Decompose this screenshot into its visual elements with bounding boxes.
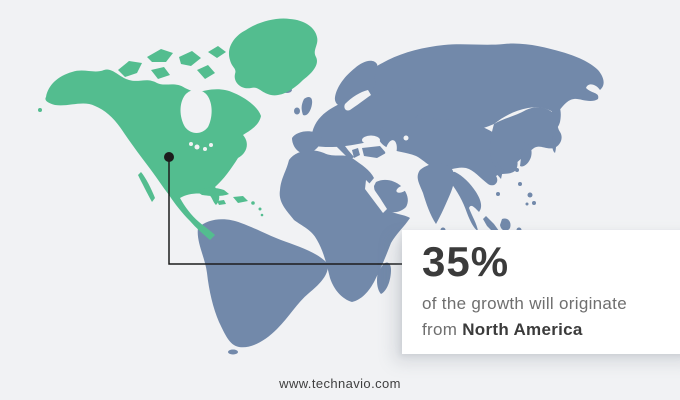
landmass-puerto-rico <box>251 201 255 205</box>
callout-line1: of the growth will originate <box>422 294 627 314</box>
water-black-sea <box>362 135 380 145</box>
landmass-turkey <box>362 146 386 158</box>
water-great-lake-1 <box>194 144 200 150</box>
footer-url: www.technavio.com <box>279 376 401 391</box>
landmass-philippines-3 <box>525 202 529 206</box>
landmass-philippines-1 <box>527 192 533 198</box>
landmass-indochina <box>450 171 482 231</box>
landmass-europe <box>310 87 422 148</box>
landmass-greece <box>352 148 360 158</box>
landmass-japan <box>520 142 532 167</box>
landmass-jamaica <box>217 200 226 205</box>
stat-value: 35% <box>422 238 510 285</box>
landmass-philippines-2 <box>532 201 536 205</box>
landmass-aleutian <box>38 108 42 112</box>
landmass-north-america-mainland <box>45 69 262 240</box>
landmass-cuba <box>196 187 229 196</box>
landmass-ireland <box>294 107 300 115</box>
landmass-arctic-island-3 <box>179 51 201 66</box>
landmass-south-america <box>197 219 328 348</box>
marker-dot <box>164 152 174 162</box>
landmass-arctic-island-5 <box>197 65 215 79</box>
water-persian-gulf <box>396 185 408 193</box>
landmass-arctic-island-4 <box>151 67 170 79</box>
region-north-america <box>38 18 318 240</box>
callout-card: 35% of the growth will originate from No… <box>402 230 680 354</box>
landmass-hainan <box>496 192 500 196</box>
landmass-hispaniola <box>233 196 248 203</box>
landmass-scandinavia <box>334 60 378 106</box>
landmass-sicily <box>347 158 351 162</box>
landmass-arctic-island-2 <box>147 49 173 62</box>
water-great-lake-2 <box>203 147 207 151</box>
landmass-east-asia <box>489 107 562 170</box>
water-hudson-bay <box>180 89 212 133</box>
water-overlays <box>180 89 409 213</box>
landmass-taiwan <box>518 182 522 186</box>
landmass-sakhalin <box>551 136 557 153</box>
water-baltic-sea <box>344 90 371 111</box>
landmass-uk <box>301 96 313 116</box>
landmass-sumatra <box>483 216 499 234</box>
landmass-iberia <box>292 131 322 154</box>
landmass-korea <box>495 162 503 179</box>
landmass-greenland <box>228 18 318 96</box>
callout-description: of the growth will originate from North … <box>422 291 680 342</box>
landmass-antilles-2 <box>260 213 264 217</box>
landmass-arctic-island-1 <box>118 61 142 77</box>
callout-leader <box>164 152 402 265</box>
region-rest-of-world <box>197 43 604 355</box>
landmass-india <box>417 163 455 224</box>
landmass-kamchatka <box>551 100 561 130</box>
callout-region-name: North America <box>462 319 583 339</box>
landmass-tierra-del-fuego <box>228 349 238 355</box>
leader-line <box>168 157 402 265</box>
landmass-central-asia <box>378 117 518 186</box>
water-great-lake-4 <box>189 142 193 146</box>
water-great-lake-3 <box>209 143 213 147</box>
callout-line2-prefix: from <box>422 319 463 339</box>
water-aral-sea <box>403 135 409 141</box>
water-caspian-sea <box>385 140 397 162</box>
landmass-japan-south <box>515 168 519 172</box>
landmass-borneo <box>500 218 511 231</box>
water-red-sea <box>365 180 387 213</box>
landmass-arctic-island-6 <box>208 46 226 58</box>
landmass-baja-california <box>138 172 155 202</box>
landmass-madagascar <box>377 262 391 294</box>
landmass-antilles-1 <box>258 207 262 211</box>
landmass-italy <box>336 142 354 160</box>
